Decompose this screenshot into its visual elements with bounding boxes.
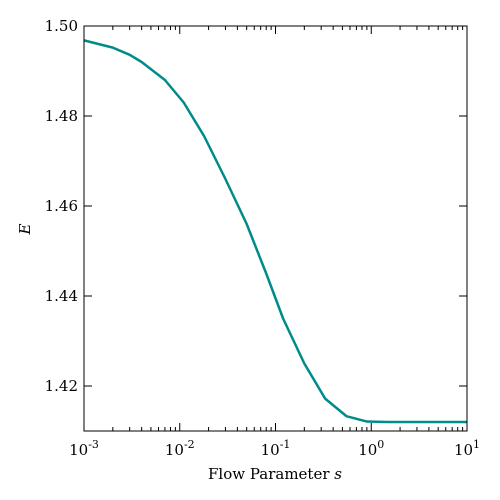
y-tick-label: 1.50 <box>45 17 78 35</box>
x-tick-label: 101 <box>454 438 480 459</box>
y-axis-label: E <box>16 223 34 235</box>
plot-line <box>83 39 467 424</box>
series-line <box>83 39 467 424</box>
x-axis-label: Flow Parameter s <box>208 465 342 483</box>
ticks <box>83 25 468 431</box>
x-tick-label: 10-3 <box>69 438 99 459</box>
plot-frame <box>83 25 468 432</box>
y-tick-label: 1.42 <box>45 377 78 395</box>
x-tick-label: 10-1 <box>261 438 291 459</box>
y-tick-label: 1.46 <box>45 197 78 215</box>
x-tick-label: 100 <box>358 438 384 459</box>
y-tick-label: 1.48 <box>45 107 78 125</box>
x-tick-label: 10-2 <box>165 438 195 459</box>
y-tick-label: 1.44 <box>45 287 78 305</box>
tick-labels: 10-3 10-2 10-1 100 101 1.42 1.44 1.46 1.48 1.50 <box>45 17 480 459</box>
